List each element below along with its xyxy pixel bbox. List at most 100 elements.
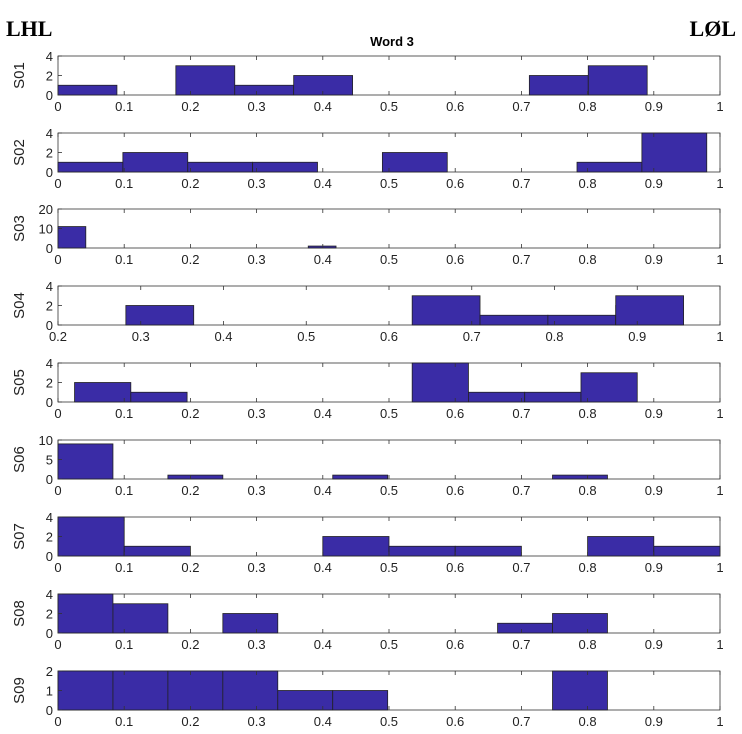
x-tick-label: 0.9 bbox=[645, 714, 663, 729]
subplot-ylabel: S09 bbox=[11, 677, 28, 704]
y-tick-label: 2 bbox=[46, 664, 53, 679]
x-tick-label: 0.2 bbox=[181, 560, 199, 575]
x-tick-label: 0.2 bbox=[181, 176, 199, 191]
x-tick-label: 0.3 bbox=[248, 176, 266, 191]
histogram-bar-3 bbox=[332, 474, 389, 480]
y-tick-label: 2 bbox=[46, 607, 53, 622]
x-tick-label: 0.3 bbox=[132, 329, 150, 344]
x-tick-label: 0.2 bbox=[181, 714, 199, 729]
histogram-bar-3 bbox=[187, 161, 254, 173]
x-tick-label: 0.7 bbox=[512, 406, 530, 421]
x-tick-label: 1 bbox=[716, 637, 723, 652]
subplot-ylabel: S05 bbox=[11, 369, 28, 396]
y-tick-label: 2 bbox=[46, 376, 53, 391]
x-tick-label: 0.1 bbox=[115, 714, 133, 729]
histogram-bar-3 bbox=[322, 536, 390, 557]
x-tick-label: 0.6 bbox=[446, 637, 464, 652]
y-tick-label: 4 bbox=[46, 510, 53, 525]
histogram-bar-2 bbox=[122, 152, 189, 173]
y-tick-label: 0 bbox=[46, 318, 53, 333]
y-tick-label: 20 bbox=[39, 202, 53, 217]
histogram-bar-1 bbox=[57, 593, 114, 634]
x-tick-label: 0.5 bbox=[380, 252, 398, 267]
x-tick-label: 0.8 bbox=[579, 99, 597, 114]
x-tick-label: 0.7 bbox=[512, 483, 530, 498]
y-tick-label: 0 bbox=[46, 241, 53, 256]
histogram-bar-2 bbox=[307, 245, 337, 249]
histogram-bar-7 bbox=[641, 132, 708, 173]
histogram-bar-4 bbox=[497, 622, 553, 634]
x-tick-label: 0.2 bbox=[49, 329, 67, 344]
x-tick-label: 0.6 bbox=[380, 329, 398, 344]
x-tick-label: 0.3 bbox=[248, 637, 266, 652]
x-tick-label: 1 bbox=[716, 252, 723, 267]
histogram-bar-3 bbox=[234, 84, 295, 96]
x-tick-label: 0.8 bbox=[545, 329, 563, 344]
x-tick-label: 0.5 bbox=[380, 406, 398, 421]
x-tick-label: 1 bbox=[716, 483, 723, 498]
x-tick-label: 0.4 bbox=[314, 637, 332, 652]
histogram-bar-4 bbox=[547, 314, 617, 326]
x-tick-label: 0.4 bbox=[314, 252, 332, 267]
histogram-bar-4 bbox=[252, 161, 318, 173]
histogram-bar-2 bbox=[130, 391, 188, 403]
histogram-bar-3 bbox=[167, 670, 224, 711]
x-tick-label: 0.5 bbox=[380, 714, 398, 729]
x-tick-label: 0.1 bbox=[115, 252, 133, 267]
y-tick-label: 0 bbox=[46, 703, 53, 718]
x-tick-label: 0.7 bbox=[512, 560, 530, 575]
x-tick-label: 1 bbox=[716, 406, 723, 421]
histogram-bar-5 bbox=[552, 613, 608, 634]
histogram-bar-1 bbox=[57, 516, 125, 557]
x-tick-label: 0.6 bbox=[446, 252, 464, 267]
y-tick-label: 10 bbox=[39, 433, 53, 448]
histogram-bar-4 bbox=[552, 474, 608, 480]
y-tick-label: 2 bbox=[46, 530, 53, 545]
x-tick-label: 0.5 bbox=[380, 637, 398, 652]
histogram-bar-3 bbox=[222, 613, 279, 634]
x-tick-label: 0.4 bbox=[314, 714, 332, 729]
x-tick-label: 0.8 bbox=[579, 252, 597, 267]
histogram-bar-2 bbox=[112, 670, 169, 711]
x-tick-label: 0 bbox=[54, 252, 61, 267]
subplot-s04: 0.2 0.3 0.4 0.5 0.6 0.7 0.8 0.9 1 0 2 4 S04 bbox=[11, 279, 724, 344]
histogram-bar-6 bbox=[576, 161, 643, 173]
x-tick-label: 0 bbox=[54, 483, 61, 498]
x-tick-label: 0.6 bbox=[446, 560, 464, 575]
histogram-bar-2 bbox=[112, 603, 169, 634]
x-tick-label: 0.3 bbox=[248, 483, 266, 498]
histogram-bar-1 bbox=[57, 84, 118, 96]
histogram-bar-1 bbox=[74, 382, 132, 403]
y-tick-label: 0 bbox=[46, 395, 53, 410]
histogram-bar-5 bbox=[524, 391, 582, 403]
x-tick-label: 0.8 bbox=[579, 637, 597, 652]
x-tick-label: 0.4 bbox=[214, 329, 232, 344]
x-tick-label: 0.9 bbox=[645, 406, 663, 421]
x-tick-label: 0.6 bbox=[446, 99, 464, 114]
x-tick-label: 1 bbox=[716, 560, 723, 575]
histogram-bar-4 bbox=[388, 545, 456, 557]
x-tick-label: 0.9 bbox=[628, 329, 646, 344]
x-tick-label: 0.3 bbox=[248, 714, 266, 729]
x-tick-label: 0.7 bbox=[512, 637, 530, 652]
x-tick-label: 0.4 bbox=[314, 483, 332, 498]
x-tick-label: 0.2 bbox=[181, 406, 199, 421]
x-tick-label: 0.1 bbox=[115, 560, 133, 575]
x-tick-label: 0.1 bbox=[115, 99, 133, 114]
x-tick-label: 0.3 bbox=[248, 99, 266, 114]
y-tick-label: 4 bbox=[46, 587, 53, 602]
y-tick-label: 2 bbox=[46, 299, 53, 314]
y-tick-label: 10 bbox=[39, 222, 53, 237]
x-tick-label: 0.2 bbox=[181, 99, 199, 114]
x-tick-label: 0.1 bbox=[115, 483, 133, 498]
y-tick-label: 4 bbox=[46, 279, 53, 294]
histogram-bar-5 bbox=[454, 545, 522, 557]
x-tick-label: 0.8 bbox=[579, 714, 597, 729]
x-tick-label: 0.2 bbox=[181, 252, 199, 267]
x-tick-label: 0.8 bbox=[579, 406, 597, 421]
